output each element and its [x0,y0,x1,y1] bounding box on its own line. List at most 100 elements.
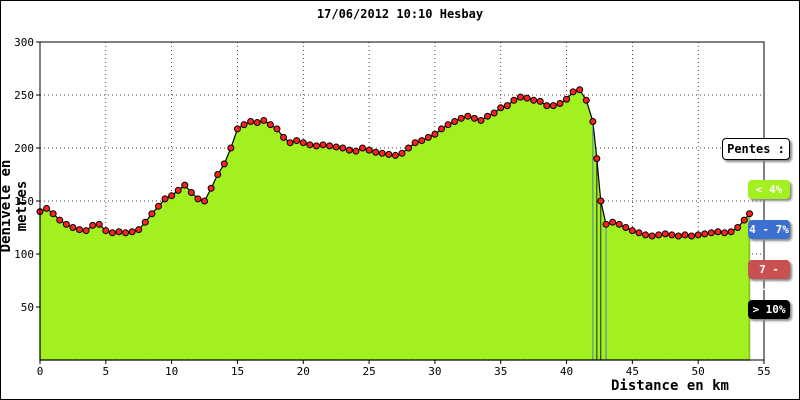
x-axis-label: Distance en km [610,378,729,394]
elevation-point [102,227,110,235]
elevation-point [332,143,340,151]
x-tick-label: 55 [757,365,770,378]
x-tick-label: 50 [692,365,705,378]
elevation-point [602,220,610,228]
elevation-point [437,125,445,133]
elevation-point [668,231,676,239]
elevation-point [424,133,432,141]
elevation-point [536,97,544,105]
x-tick-label: 30 [428,365,441,378]
elevation-point [220,160,228,168]
elevation-point [516,93,524,101]
elevation-point [201,197,209,205]
elevation-point [451,118,459,125]
x-tick-label: 40 [560,365,573,378]
elevation-point [431,130,439,138]
elevation-point [161,195,169,203]
elevation-point [734,224,742,231]
elevation-point [95,220,103,228]
elevation-point [510,96,518,104]
y-tick-label: 100 [14,248,34,261]
legend-item-7-10: 7 - 10% [748,260,790,293]
elevation-point [75,226,83,234]
elevation-point [655,231,663,239]
elevation-point [628,227,636,235]
elevation-point [227,144,235,152]
elevation-point [194,195,202,203]
elevation-point [648,232,656,240]
elevation-point [148,210,156,218]
elevation-point [352,147,360,155]
elevation-point [503,102,511,110]
elevation-point [286,139,294,147]
elevation-point [240,121,248,129]
chart-title: 17/06/2012 10:10 Hesbay [316,7,484,21]
elevation-point [681,231,689,239]
elevation-point [339,144,347,152]
elevation-point [247,118,255,125]
elevation-point [609,218,617,226]
elevation-point [457,114,465,122]
elevation-point [582,96,590,104]
legend-item-lt4: < 4% [748,180,790,199]
elevation-point [345,146,353,154]
elevation-point [477,116,485,124]
elevation-point [391,151,399,159]
elevation-point [280,133,288,141]
elevation-point [721,229,729,237]
elevation-point [523,94,531,102]
elevation-point [746,210,754,218]
elevation-point [530,96,538,104]
elevation-point [187,189,195,197]
elevation-point [661,230,669,238]
elevation-point [418,137,426,145]
x-tick-label: 25 [362,365,375,378]
elevation-point [82,227,90,235]
elevation-point [154,202,162,210]
axes: 0 5 10 15 20 25 30 35 40 45 50 55 50 100 150 200 250 300 [14,36,771,378]
legend-item-4-7: 4 - 7% [748,220,790,239]
elevation-point [642,231,650,239]
elevation-point [569,88,577,96]
elevation-point [484,112,492,120]
elevation-point [576,86,584,94]
elevation-point [740,216,748,224]
elevation-point [260,116,268,124]
elevation-point [312,142,320,150]
elevation-point [319,141,327,149]
elevation-point [378,149,386,157]
y-tick-label: 150 [14,195,34,208]
elevation-point [470,114,478,122]
elevation-point [543,102,551,110]
elevation-point [359,144,367,152]
elevation-point [168,192,176,200]
elevation-point [326,142,334,150]
elevation-point [43,204,51,212]
elevation-point [122,229,130,237]
elevation-point [593,155,601,163]
elevation-point [405,144,413,152]
elevation-point [490,109,498,117]
y-tick-label: 300 [14,36,34,49]
elevation-area [39,88,751,361]
elevation-point [622,224,630,231]
elevation-point [233,125,241,133]
elevation-point [306,141,314,149]
elevation-point [597,197,605,205]
elevation-point [266,121,274,129]
elevation-point [108,229,116,237]
elevation-point [135,226,143,234]
elevation-point [411,139,419,147]
elevation-point [563,95,571,103]
y-tick-label: 50 [21,301,34,314]
elevation-point [556,99,564,107]
elevation-point [273,125,281,133]
elevation-point [49,210,57,218]
elevation-point [372,148,380,156]
x-tick-label: 0 [37,365,44,378]
legend-item-gt10: > 10% [748,300,790,319]
elevation-point [141,218,149,226]
y-tick-label: 250 [14,89,34,102]
x-tick-label: 35 [494,365,507,378]
